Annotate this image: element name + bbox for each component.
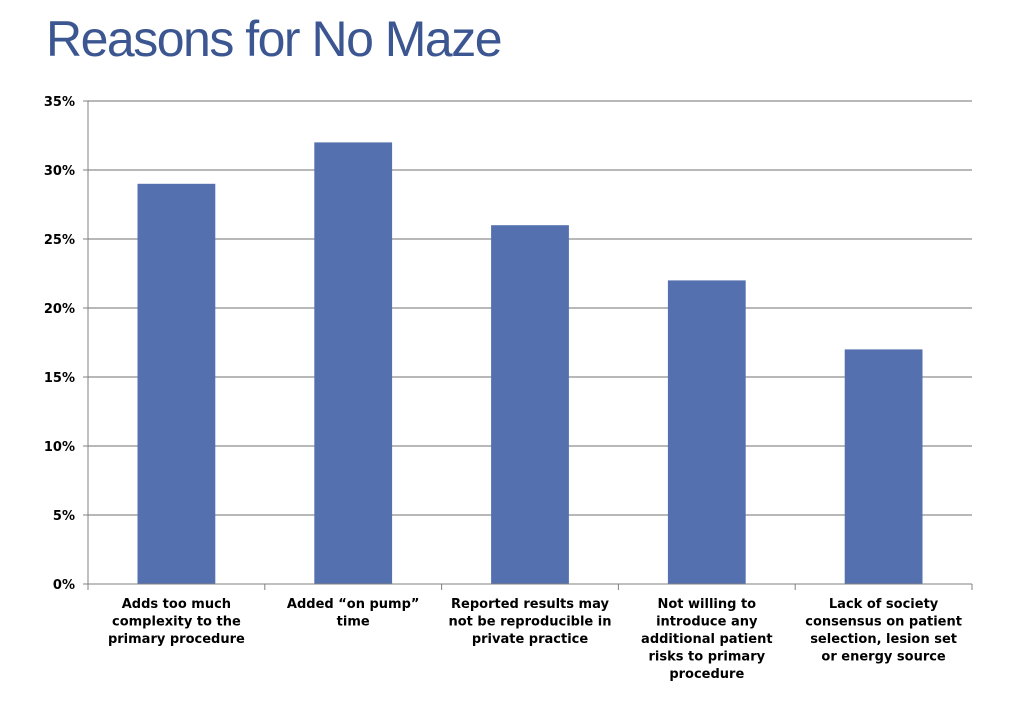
y-tick-label: 25%	[44, 233, 75, 248]
category-label: Lack of society consensus on patient selec…	[805, 597, 962, 665]
bar	[844, 349, 923, 584]
y-tick-label: 10%	[44, 440, 75, 455]
y-tick-label: 15%	[44, 371, 75, 386]
bars	[137, 142, 923, 585]
y-tick-labels: 0% 5% 10% 15% 20% 25% 30% 35%	[44, 95, 75, 593]
y-tick-label: 0%	[53, 578, 75, 593]
y-tick-label: 35%	[44, 95, 75, 110]
bar	[667, 280, 746, 584]
bar	[137, 183, 216, 585]
bar	[491, 225, 569, 584]
category-labels: Adds too much complexity to the primary pr…	[108, 597, 962, 682]
y-tick-label: 30%	[44, 164, 75, 179]
y-tick-label: 20%	[44, 302, 75, 317]
y-tick-label: 5%	[53, 509, 75, 524]
category-label: Added “on pump” time	[287, 597, 420, 630]
category-label: Not willing to introduce any additional pa…	[641, 597, 773, 682]
bar	[314, 142, 393, 584]
category-label: Reported results may not be reproducible …	[449, 597, 612, 647]
axes	[83, 100, 973, 590]
category-label: Adds too much complexity to the primary pr…	[108, 597, 245, 647]
page-title: Reasons for No Maze	[46, 11, 503, 67]
